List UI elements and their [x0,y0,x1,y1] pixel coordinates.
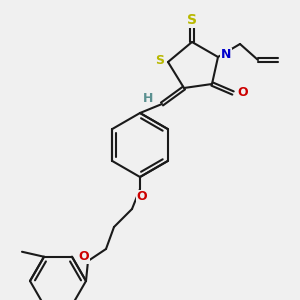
Text: H: H [143,92,153,104]
Text: O: O [238,86,248,100]
Text: O: O [79,250,89,263]
Text: S: S [155,53,164,67]
Text: S: S [187,13,197,27]
Text: N: N [221,49,231,62]
Text: O: O [137,190,147,203]
